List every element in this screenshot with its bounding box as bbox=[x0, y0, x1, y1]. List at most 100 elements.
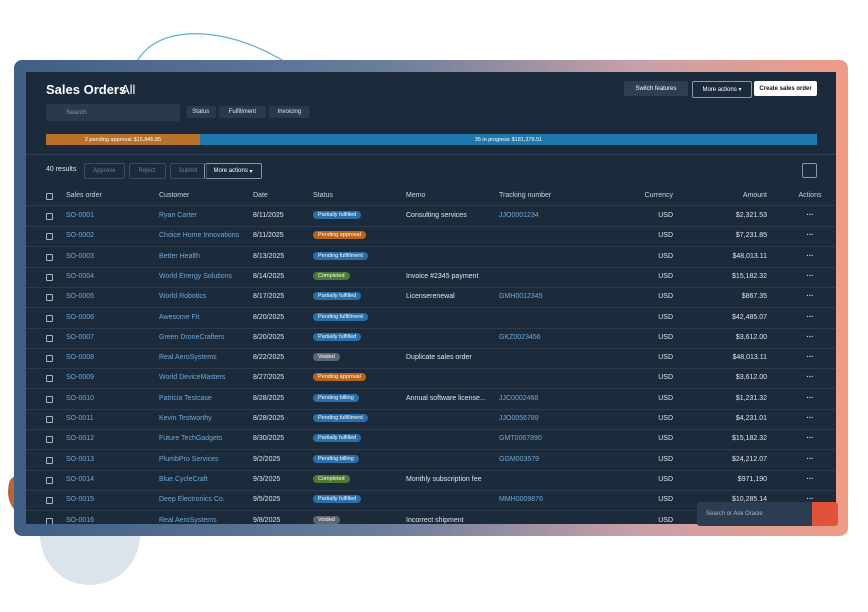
actions-cell[interactable]: ··· bbox=[806, 212, 814, 219]
order-link[interactable]: SO-0005 bbox=[66, 293, 95, 301]
checkbox[interactable] bbox=[46, 476, 53, 484]
customer-cell[interactable]: Awesome Fit bbox=[159, 313, 200, 321]
actions-cell[interactable]: ··· bbox=[806, 415, 814, 422]
customer-cell[interactable]: PlumbPro Services bbox=[159, 455, 219, 463]
table-row[interactable]: SO-0012 Future TechGadgets 8/30/2025 Partia… bbox=[26, 429, 836, 451]
actions-cell[interactable]: ··· bbox=[806, 272, 814, 280]
checkbox[interactable] bbox=[46, 395, 53, 403]
checkbox[interactable] bbox=[46, 253, 53, 261]
order-link[interactable]: SO-0015 bbox=[66, 496, 95, 504]
order-link[interactable]: SO-0009 bbox=[66, 374, 95, 382]
toolbar-button[interactable]: Reject bbox=[128, 163, 166, 179]
table-row[interactable]: SO-0001 Ryan Carter 8/11/2025 Partially ful… bbox=[26, 206, 836, 227]
checkbox[interactable] bbox=[46, 193, 53, 200]
customer-cell[interactable]: Future TechGadgets bbox=[159, 435, 223, 443]
table-row[interactable]: SO-0011 Kevin Testworthy 8/28/2025 Pending … bbox=[26, 409, 836, 430]
actions-cell[interactable]: ··· bbox=[806, 455, 814, 463]
order-link[interactable]: SO-0001 bbox=[66, 212, 95, 219]
switch-features[interactable]: Switch features bbox=[624, 81, 688, 96]
order-link[interactable]: SO-0007 bbox=[66, 333, 95, 341]
order-link[interactable]: SO-0016 bbox=[66, 516, 95, 524]
progress-bar[interactable]: 35 in progress $181,379.51 bbox=[200, 134, 817, 145]
column-header[interactable]: Actions bbox=[798, 192, 822, 199]
checkbox[interactable] bbox=[46, 355, 53, 363]
order-link[interactable]: SO-0014 bbox=[66, 475, 95, 483]
table-row[interactable]: SO-0002 Choice Home Innovations 8/11/2025 P… bbox=[26, 226, 836, 248]
customer-cell[interactable]: World DeviceMasters bbox=[159, 374, 226, 382]
checkbox[interactable] bbox=[46, 294, 53, 302]
checkbox[interactable] bbox=[46, 497, 53, 505]
assistant-box[interactable] bbox=[697, 502, 812, 526]
actions-cell[interactable]: ··· bbox=[806, 252, 814, 260]
order-link[interactable]: SO-0013 bbox=[66, 455, 95, 463]
checkbox[interactable] bbox=[46, 375, 53, 383]
order-link[interactable]: SO-0006 bbox=[66, 313, 95, 321]
table-row[interactable]: SO-0007 Green DroneCrafters 8/20/2025 Parti… bbox=[26, 328, 836, 349]
customer-cell[interactable]: Choice Home Innovations bbox=[159, 232, 240, 240]
actions-cell[interactable]: ··· bbox=[806, 333, 814, 341]
column-header[interactable]: Customer bbox=[159, 192, 190, 199]
column-header[interactable]: Date bbox=[253, 192, 268, 199]
column-header[interactable]: Memo bbox=[406, 192, 426, 199]
pending-bar[interactable]: 2 pending approval $15,845.85 bbox=[46, 134, 200, 145]
actions-cell[interactable]: ··· bbox=[806, 232, 814, 240]
filter-chip[interactable]: Status bbox=[186, 106, 216, 118]
table-row[interactable]: SO-0006 Awesome Fit 8/20/2025 Pending fulfi… bbox=[26, 308, 836, 329]
actions-cell[interactable]: ··· bbox=[806, 394, 814, 402]
more-actions[interactable]: More actions ▾ bbox=[204, 163, 262, 179]
table-row[interactable]: SO-0003 Better Health 8/13/2025 Pending ful… bbox=[26, 247, 836, 268]
layout-toggle[interactable] bbox=[802, 163, 817, 178]
search-box[interactable] bbox=[46, 104, 180, 121]
order-link[interactable]: SO-0010 bbox=[66, 394, 95, 402]
checkbox[interactable] bbox=[46, 273, 53, 281]
column-header[interactable]: Tracking number bbox=[499, 192, 552, 199]
order-link[interactable]: SO-0012 bbox=[66, 435, 95, 443]
create-button[interactable]: Create sales order bbox=[754, 81, 817, 96]
customer-cell[interactable]: World Energy Solutions bbox=[159, 272, 233, 280]
order-link[interactable]: SO-0011 bbox=[66, 415, 94, 422]
customer-cell[interactable]: Ryan Carter bbox=[159, 212, 197, 219]
customer-cell[interactable]: Patricia Testcase bbox=[159, 394, 212, 402]
customer-cell[interactable]: Better Health bbox=[159, 252, 200, 260]
checkbox[interactable] bbox=[46, 416, 53, 423]
filter-chip[interactable]: Fulfillment bbox=[218, 106, 267, 118]
table-row[interactable]: SO-0004 World Energy Solutions 8/14/2025 Co… bbox=[26, 267, 836, 288]
oracle-button[interactable] bbox=[812, 502, 838, 526]
table-row[interactable]: SO-0008 Real AeroSystems 8/22/2025 Voided Du… bbox=[26, 348, 836, 370]
checkbox[interactable] bbox=[46, 233, 53, 241]
table-row[interactable]: SO-0005 World Robotics 8/17/2025 Partially … bbox=[26, 287, 836, 309]
actions-cell[interactable]: ··· bbox=[806, 354, 814, 362]
customer-cell[interactable]: World Robotics bbox=[159, 293, 207, 301]
view-selector[interactable]: All bbox=[121, 82, 136, 97]
filter-chip[interactable]: Invoicing bbox=[269, 106, 310, 118]
customer-cell[interactable]: Kevin Testworthy bbox=[159, 415, 212, 422]
column-header[interactable]: Amount bbox=[742, 192, 767, 199]
more-actions[interactable]: More actions ▾ bbox=[692, 81, 752, 98]
actions-cell[interactable]: ··· bbox=[806, 435, 814, 443]
checkbox[interactable] bbox=[46, 314, 53, 322]
toolbar-button[interactable]: Approve bbox=[84, 163, 125, 179]
table-row[interactable]: SO-0014 Blue CycleCraft 9/3/2025 Completed M… bbox=[26, 470, 836, 491]
actions-cell[interactable]: ··· bbox=[806, 313, 814, 321]
column-header[interactable]: Sales order bbox=[66, 192, 102, 199]
toolbar-button[interactable]: Submit bbox=[169, 163, 207, 179]
actions-cell[interactable]: ··· bbox=[806, 374, 814, 382]
table-row[interactable]: SO-0010 Patricia Testcase 8/28/2025 Pending… bbox=[26, 389, 836, 410]
customer-cell[interactable]: Green DroneCrafters bbox=[159, 333, 225, 341]
order-link[interactable]: SO-0003 bbox=[66, 252, 95, 260]
checkbox[interactable] bbox=[46, 456, 53, 464]
order-link[interactable]: SO-0008 bbox=[66, 354, 95, 362]
order-link[interactable]: SO-0002 bbox=[66, 232, 95, 240]
customer-cell[interactable]: Deep Electronics Co. bbox=[159, 496, 225, 504]
checkbox[interactable] bbox=[46, 213, 53, 220]
order-link[interactable]: SO-0004 bbox=[66, 272, 95, 280]
actions-cell[interactable]: ··· bbox=[806, 496, 814, 504]
actions-cell[interactable]: ··· bbox=[806, 293, 814, 301]
column-header[interactable]: Status bbox=[313, 192, 333, 199]
table-row[interactable]: SO-0009 World DeviceMasters 8/27/2025 Pendi… bbox=[26, 368, 836, 390]
checkbox[interactable] bbox=[46, 517, 53, 524]
customer-cell[interactable]: Blue CycleCraft bbox=[159, 475, 208, 483]
column-header[interactable]: Currency bbox=[644, 192, 673, 199]
checkbox[interactable] bbox=[46, 334, 53, 342]
checkbox[interactable] bbox=[46, 436, 53, 444]
